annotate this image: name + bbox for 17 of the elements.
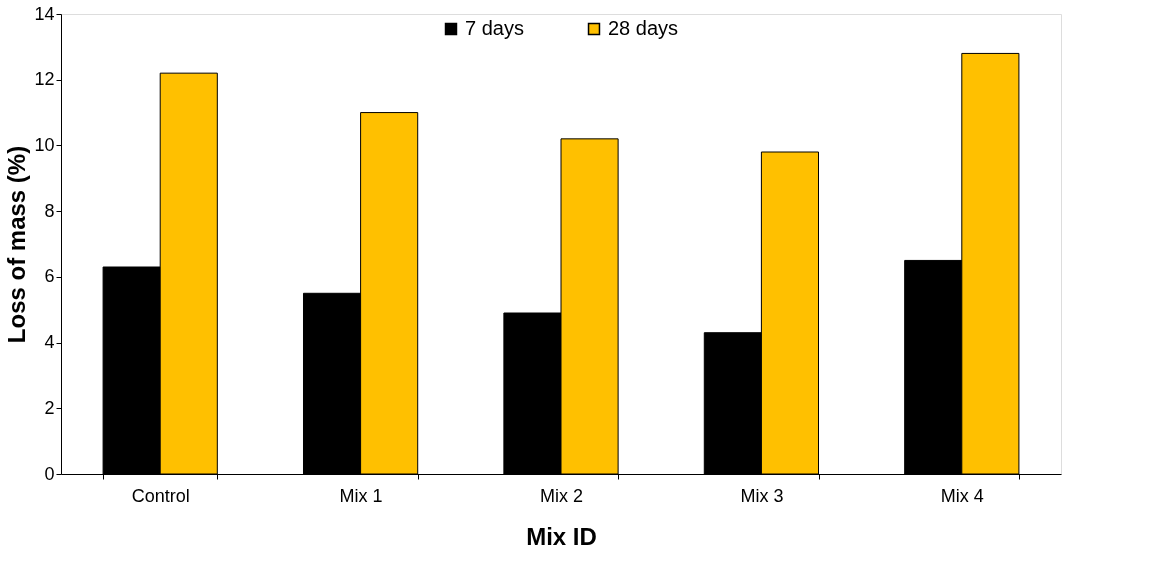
y-tick-label: 10 — [34, 134, 55, 155]
y-tick-label: 0 — [44, 463, 55, 484]
x-axis-title: Mix ID — [526, 522, 597, 550]
y-axis-title: Loss of mass (%) — [3, 145, 31, 344]
y-tick-label: 12 — [34, 69, 55, 90]
y-tick-label: 14 — [34, 3, 55, 24]
y-tick-label: 2 — [44, 397, 55, 418]
y-tick-label: 6 — [44, 266, 55, 287]
x-tick-label: Mix 2 — [539, 485, 584, 506]
legend-label: 7 days — [465, 17, 524, 39]
x-tick-label: Mix 1 — [339, 485, 383, 506]
y-tick-label: 8 — [44, 200, 55, 221]
legend-label: 28 days — [608, 17, 679, 39]
x-tick-label: Control — [131, 485, 190, 506]
x-tick-label: Mix 3 — [740, 485, 784, 506]
x-tick-label: Mix 4 — [940, 485, 984, 506]
y-tick-label: 4 — [44, 332, 55, 353]
